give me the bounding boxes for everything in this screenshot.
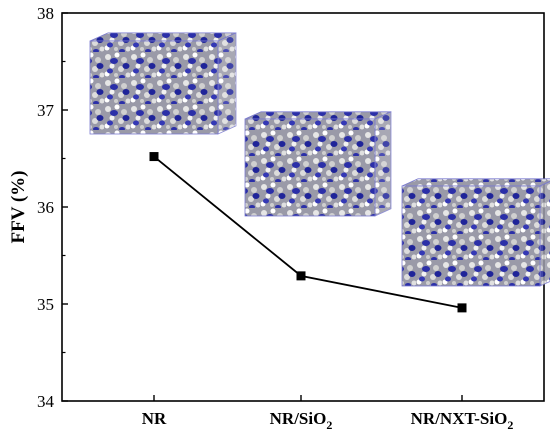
cube-front-face [244, 118, 376, 217]
cube-top-face [244, 111, 392, 120]
cube-front-face [401, 185, 541, 287]
data-point-marker [296, 271, 306, 281]
inset-images [89, 32, 550, 287]
x-tick-label: NR/SiO2 [270, 409, 333, 432]
data-point-marker [149, 152, 159, 162]
y-tick-label: 38 [37, 4, 54, 23]
cube-side-face [374, 111, 392, 217]
cube-top-face [89, 32, 237, 42]
y-tick-label: 37 [37, 101, 55, 120]
x-tick-label: NR [142, 409, 167, 428]
molecular-cell-cube-icon [89, 32, 237, 135]
y-axis-title: FFV (%) [8, 171, 29, 244]
molecular-cell-cube-icon [401, 178, 550, 287]
axis-labels: 34 35 36 37 38 NR NR/SiO2 NR/NXT-SiO2 FFV (%) [8, 4, 513, 432]
x-tick-label: NR/NXT-SiO2 [411, 409, 514, 432]
data-series [149, 152, 467, 313]
molecular-cell-cube-icon [244, 111, 392, 217]
cube-front-face [89, 40, 219, 135]
y-tick-label: 36 [37, 198, 54, 217]
data-point-marker [457, 303, 467, 313]
y-tick-label: 34 [37, 392, 55, 411]
y-tick-label: 35 [37, 295, 54, 314]
cube-top-face [401, 178, 550, 187]
cube-side-face [539, 181, 550, 287]
cube-side-face [217, 32, 237, 135]
